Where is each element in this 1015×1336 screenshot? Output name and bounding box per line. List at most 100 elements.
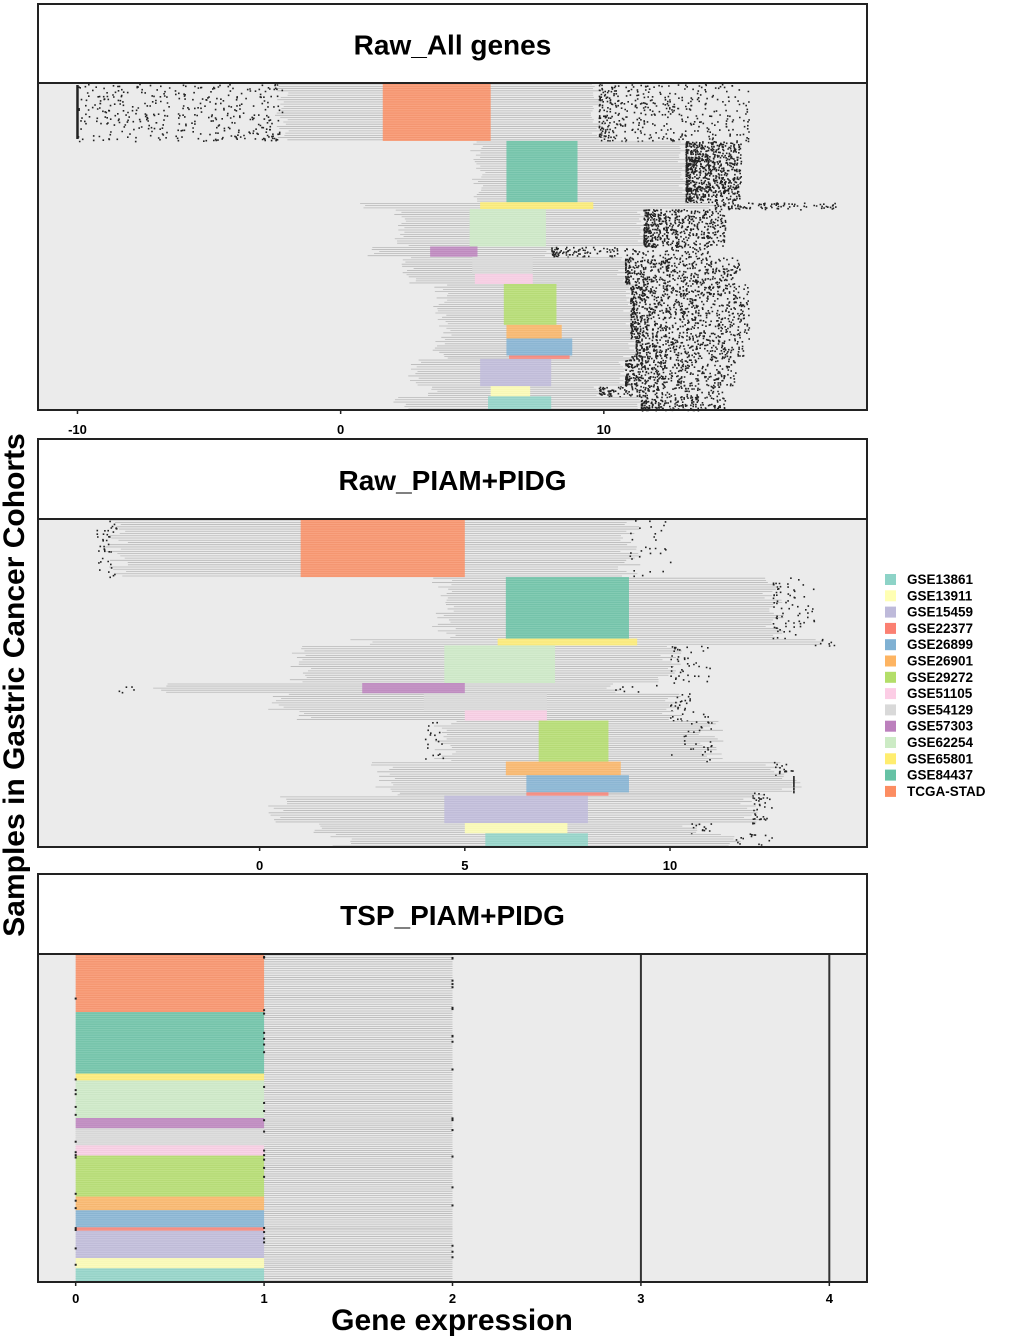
iqr-box — [480, 358, 552, 387]
outliers — [640, 396, 727, 412]
legend-label: GSE13911 — [907, 588, 973, 603]
legend-swatch — [885, 655, 896, 667]
legend-label: GSE65801 — [907, 751, 974, 766]
iqr-box — [300, 519, 465, 578]
outliers — [630, 324, 751, 340]
x-tick-label: 10 — [663, 858, 677, 873]
outliers — [624, 358, 737, 388]
legend-item: GSE26899 — [885, 637, 973, 652]
outlier-point — [74, 1263, 77, 1266]
facet-strip — [37, 438, 868, 520]
outlier-point — [74, 1207, 77, 1210]
box-GSE26899 — [432, 338, 745, 358]
legend-item: GSE65801 — [885, 751, 974, 766]
outlier-point — [263, 1051, 266, 1054]
outlier-point — [451, 1117, 454, 1120]
legend-swatch — [885, 785, 896, 797]
iqr-box — [464, 710, 547, 721]
outliers — [690, 823, 713, 835]
legend-item: GSE26901 — [885, 654, 974, 669]
box-GSE65801 — [360, 202, 837, 211]
box-GSE65801 — [350, 638, 836, 647]
box-GSE13911 — [313, 823, 713, 835]
outliers — [752, 792, 765, 797]
x-tick-label: 0 — [337, 422, 344, 437]
outliers — [793, 776, 795, 794]
legend-item: GSE29272 — [885, 670, 973, 685]
legend-item: GSE62254 — [885, 735, 974, 750]
outlier-point — [74, 997, 77, 1000]
outliers — [772, 577, 816, 640]
outlier-point — [451, 1006, 454, 1009]
outliers — [624, 256, 741, 276]
outlier-point — [263, 1231, 266, 1234]
box-GSE13911 — [75, 1258, 453, 1269]
outlier-point — [263, 1241, 266, 1244]
x-tick-label: 0 — [72, 1291, 79, 1306]
iqr-box — [485, 833, 588, 847]
facet-title: Raw_PIAM+PIDG — [339, 465, 567, 496]
box-GSE57303 — [118, 683, 658, 694]
outlier-point — [263, 1012, 266, 1015]
outlier-point — [451, 1256, 454, 1259]
legend-item: GSE51105 — [885, 686, 973, 701]
outlier-point — [263, 1130, 266, 1133]
box-GSE54129 — [75, 1128, 453, 1146]
legend-label: TCGA-STAD — [907, 784, 986, 799]
outlier-point — [451, 1244, 454, 1247]
iqr-box — [538, 720, 609, 762]
iqr-box — [505, 577, 629, 639]
legend-label: GSE13861 — [907, 572, 974, 587]
outlier-point — [263, 1031, 266, 1034]
box-GSE51105 — [296, 710, 709, 722]
box-GSE26899 — [375, 775, 802, 794]
outlier-point — [451, 957, 454, 960]
outlier-point — [263, 1226, 266, 1229]
iqr-box — [464, 823, 568, 834]
x-tick-label: 4 — [826, 1291, 834, 1306]
iqr-box — [75, 1258, 265, 1269]
legend-item: GSE13911 — [885, 588, 973, 603]
iqr-box — [75, 1227, 265, 1231]
outliers — [598, 386, 724, 398]
outlier-point — [74, 1227, 77, 1230]
box-GSE54129 — [268, 693, 691, 712]
legend-label: GSE84437 — [907, 768, 973, 783]
legend-swatch — [885, 720, 896, 732]
legend-swatch — [885, 671, 896, 683]
iqr-box — [503, 283, 557, 325]
outlier-point — [74, 1151, 77, 1154]
outlier-point — [74, 1113, 77, 1116]
legend-label: GSE54129 — [907, 702, 973, 717]
iqr-box — [505, 761, 621, 776]
legend-swatch — [885, 704, 896, 716]
outlier-point — [451, 983, 454, 986]
x-tick-label: 3 — [637, 1291, 644, 1306]
box-TCGA-STAD — [96, 519, 672, 579]
outlier-point — [263, 1237, 266, 1240]
x-tick-label: 5 — [461, 858, 468, 873]
iqr-box — [506, 338, 573, 356]
iqr-box — [75, 1080, 265, 1118]
outliers — [670, 693, 691, 712]
iqr-box — [75, 1118, 265, 1129]
outliers — [631, 355, 732, 361]
outlier-point — [263, 1154, 266, 1157]
iqr-box — [382, 83, 491, 141]
outlier-point — [451, 979, 454, 982]
box-GSE62254 — [75, 1080, 453, 1118]
outliers — [635, 338, 745, 358]
iqr-box — [75, 954, 265, 1013]
box-GSE22377 — [397, 792, 765, 797]
outlier-point — [451, 1040, 454, 1043]
outlier-point — [263, 1158, 266, 1161]
iqr-box — [472, 256, 533, 274]
plot-frame — [37, 82, 868, 411]
box-GSE29272 — [433, 283, 750, 327]
facet-panel: Raw_PIAM+PIDG 0 5 10 — [37, 438, 868, 873]
box-GSE22377 — [444, 355, 732, 361]
outlier-point — [74, 1192, 77, 1195]
iqr-box — [506, 140, 578, 203]
legend-swatch — [885, 606, 896, 618]
box-GSE13861 — [393, 396, 727, 412]
